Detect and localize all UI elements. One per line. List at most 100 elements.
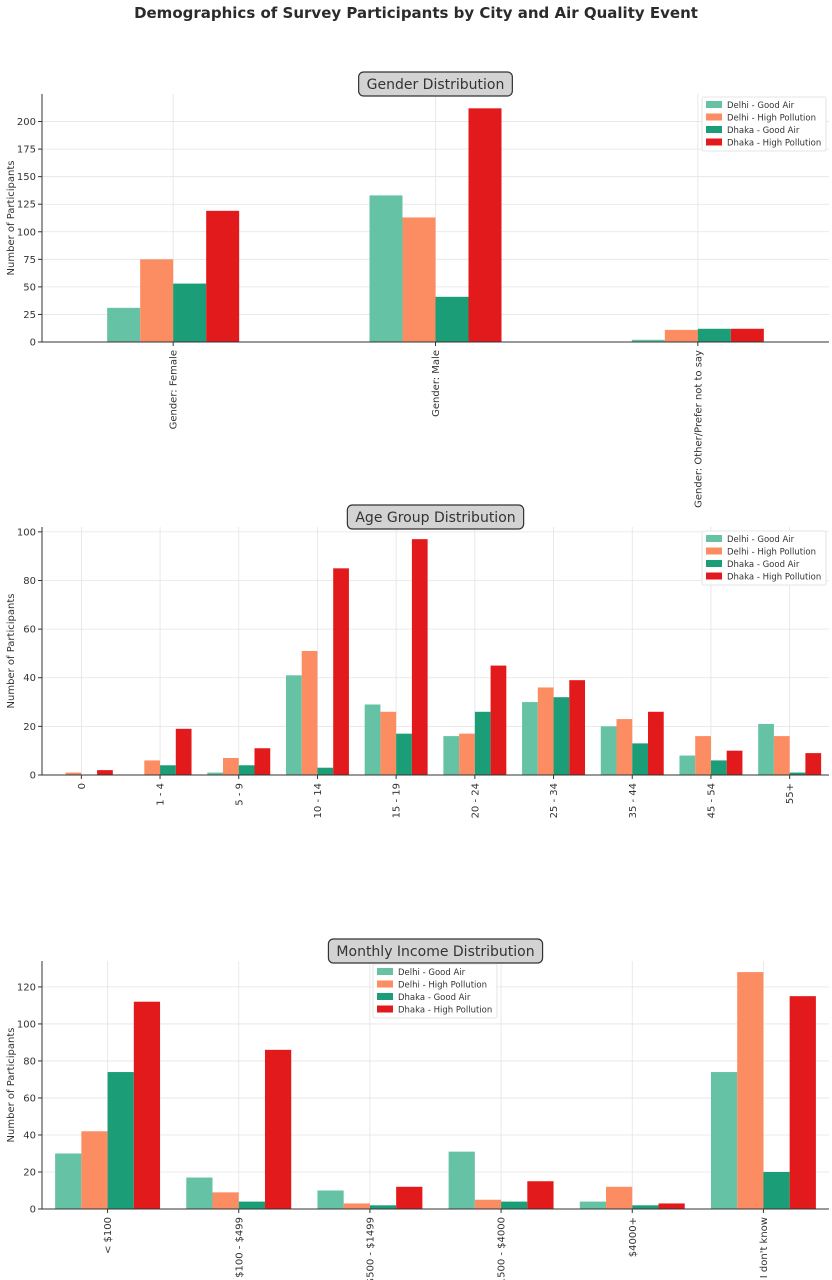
bar: [369, 195, 403, 342]
legend-swatch: [706, 101, 722, 108]
bar: [631, 339, 665, 342]
bar: [773, 736, 790, 775]
y-tick-label: 100: [17, 1019, 36, 1030]
bar: [380, 711, 397, 775]
legend-swatch: [706, 547, 722, 555]
legend-frame: [701, 530, 827, 586]
bar: [632, 1205, 659, 1209]
y-tick-label: 20: [23, 1167, 36, 1178]
legend-label: Dhaka - Good Air: [727, 126, 800, 136]
x-tick-label: $1500 - $4000: [497, 1217, 508, 1280]
x-tick-label: 5 - 9: [234, 783, 245, 806]
y-tick-label: 40: [23, 673, 36, 684]
y-tick-label: 125: [17, 200, 36, 211]
legend-label: Delhi - Good Air: [727, 101, 795, 111]
y-tick-label: 150: [17, 172, 36, 183]
bar: [223, 757, 239, 775]
y-tick-label: 120: [17, 982, 36, 993]
bar: [133, 1001, 161, 1209]
bar: [81, 1131, 108, 1209]
y-tick-label: 40: [23, 1130, 36, 1141]
bar: [664, 329, 698, 342]
bar: [65, 772, 82, 775]
x-tick-label: 45 - 54: [706, 783, 717, 818]
x-tick-label: 20 - 24: [470, 783, 481, 818]
panel-title-box: [346, 504, 525, 530]
bar: [697, 328, 731, 342]
bar: [679, 755, 696, 775]
bar: [569, 680, 586, 775]
bar: [537, 687, 554, 775]
bar: [396, 1186, 423, 1209]
legend-swatch: [706, 138, 722, 146]
legend-label: Dhaka - High Pollution: [727, 139, 821, 149]
panel-title: Age Group Distribution: [355, 510, 515, 526]
legend-label: Dhaka - High Pollution: [727, 573, 821, 583]
bar: [658, 1203, 685, 1209]
legend-swatch: [377, 993, 393, 1000]
bar: [238, 1201, 265, 1209]
x-tick-label: Gender: Other/Prefer not to say: [693, 350, 704, 508]
bar: [468, 108, 502, 342]
bar: [695, 736, 711, 775]
y-tick-label: 80: [23, 576, 36, 587]
x-tick-label: 15 - 19: [392, 783, 403, 818]
legend-label: Delhi - High Pollution: [398, 981, 487, 991]
bar: [333, 568, 349, 775]
x-tick-label: < $100: [103, 1217, 114, 1254]
y-tick-label: 80: [23, 1056, 36, 1067]
y-axis-label: Number of Participants: [6, 1028, 17, 1143]
y-tick-label: 0: [30, 1205, 36, 1216]
x-tick-label: I don't know: [759, 1217, 770, 1278]
bar: [317, 767, 334, 775]
bar: [763, 1171, 790, 1209]
panel-title-box: [358, 71, 513, 97]
bar: [411, 539, 428, 775]
chart-panel-2: 0 20 40 60 80 100 0 1 - 4 5 - 9 10 - 14 15 - 19 20 …: [6, 504, 829, 818]
legend-swatch: [377, 1005, 393, 1013]
bar: [459, 733, 475, 775]
y-tick-label: 200: [17, 117, 36, 128]
y-tick-label: 0: [30, 771, 36, 782]
bar: [107, 307, 141, 342]
bar: [758, 723, 774, 775]
legend-swatch: [706, 113, 722, 121]
bar: [186, 1177, 213, 1209]
y-tick-label: 60: [23, 1093, 36, 1104]
bar: [207, 772, 224, 775]
bar: [474, 1199, 502, 1209]
bar: [710, 1072, 738, 1209]
legend-frame: [701, 96, 827, 152]
bar: [396, 733, 412, 775]
bar: [490, 665, 507, 775]
legend-label: Dhaka - High Pollution: [398, 1006, 492, 1016]
x-tick-label: 35 - 44: [628, 783, 639, 818]
legend-swatch: [377, 980, 393, 988]
y-tick-label: 175: [17, 145, 36, 156]
legend-label: Delhi - High Pollution: [727, 548, 816, 558]
legend: Delhi - Good Air Delhi - High Pollution Dh…: [701, 530, 827, 586]
bar: [606, 1186, 633, 1209]
bar: [97, 770, 113, 775]
bar: [160, 765, 176, 775]
bar: [212, 1192, 239, 1209]
y-tick-label: 75: [23, 255, 36, 266]
bar: [474, 711, 491, 775]
x-tick-label: 1 - 4: [156, 783, 167, 806]
bar: [175, 728, 192, 775]
legend-label: Delhi - Good Air: [727, 535, 795, 545]
y-tick-label: 100: [17, 227, 36, 238]
bar: [173, 283, 207, 342]
x-tick-label: 55+: [785, 783, 796, 804]
bar: [107, 1072, 134, 1209]
legend-label: Delhi - High Pollution: [727, 114, 816, 124]
y-tick-label: 60: [23, 625, 36, 636]
bar: [343, 1203, 370, 1209]
y-axis-label: Number of Participants: [6, 594, 17, 709]
legend: Delhi - Good Air Delhi - High Pollution Dh…: [372, 963, 498, 1019]
bar: [369, 1205, 397, 1209]
bar: [364, 704, 381, 775]
y-axis-label: Number of Participants: [6, 161, 17, 276]
bar: [264, 1049, 292, 1209]
